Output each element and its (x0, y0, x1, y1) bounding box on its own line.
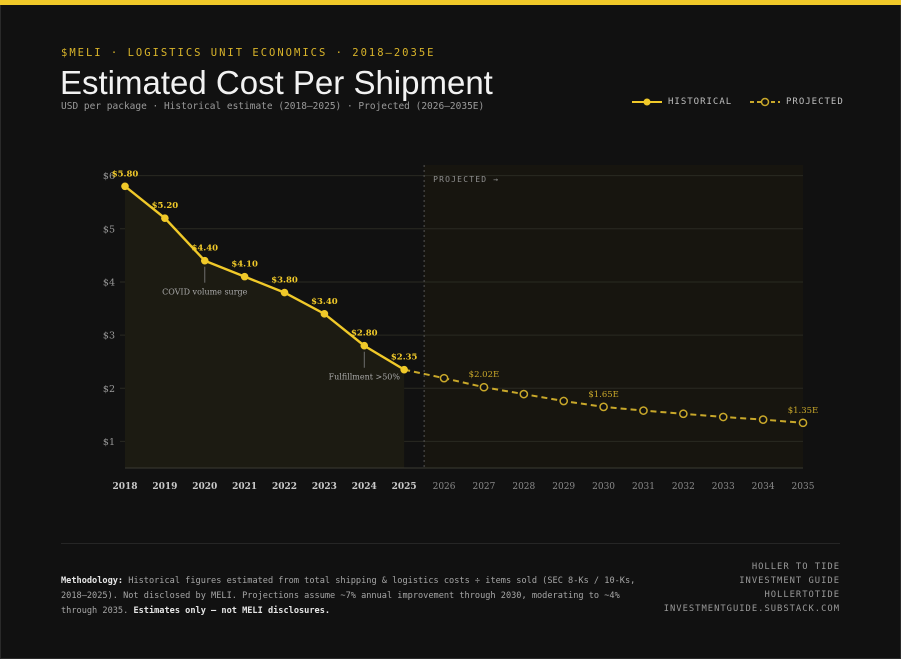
x-tick-label: 2027 (472, 482, 495, 492)
projected-point (559, 396, 569, 406)
projected-data-label: $2.02E (469, 370, 500, 380)
page-title: Estimated Cost Per Shipment (60, 64, 493, 101)
historical-data-label: $3.80 (271, 276, 298, 286)
brand-line: HOLLERTOTIDE (764, 590, 840, 600)
x-tick-label: 2019 (152, 482, 177, 492)
projected-region (424, 165, 803, 468)
projected-point (479, 382, 489, 392)
projected-point (679, 409, 688, 419)
x-tick-label: 2024 (352, 482, 377, 492)
projected-point (639, 406, 648, 415)
x-tick-label: 2028 (512, 482, 535, 492)
projected-data-label: $1.65E (588, 390, 619, 400)
historical-point (200, 256, 209, 265)
brand-block: HOLLER TO TIDE INVESTMENT GUIDE HOLLERTO… (664, 560, 840, 616)
y-tick-label: $5 (103, 224, 115, 235)
y-tick-label: $2 (103, 384, 115, 395)
page-subtitle: USD per package · Historical estimate (2… (61, 101, 485, 112)
legend-item-historical: HISTORICAL (632, 97, 732, 107)
x-tick-label: 2023 (312, 482, 337, 492)
legend-solid-line-icon (632, 98, 662, 106)
methodology-text: Historical figures estimated from total … (61, 576, 636, 616)
historical-data-label: $5.20 (152, 201, 179, 211)
footer-divider (61, 543, 840, 544)
legend-label-historical: HISTORICAL (668, 97, 733, 107)
brand-line: INVESTMENT GUIDE (739, 576, 840, 586)
x-tick-label: 2018 (112, 482, 137, 492)
brand-line: HOLLER TO TIDE (751, 562, 840, 572)
projected-data-label: $1.35E (788, 406, 819, 416)
projected-point (439, 373, 449, 383)
x-tick-label: 2033 (712, 482, 735, 492)
historical-data-label: $5.80 (112, 169, 139, 179)
projected-point (798, 418, 808, 428)
x-tick-label: 2026 (433, 482, 456, 492)
accent-bar (0, 0, 901, 5)
projected-point (758, 415, 768, 424)
y-tick-label: $4 (103, 277, 115, 288)
x-tick-label: 2034 (752, 482, 775, 492)
eyebrow: $MELI · LOGISTICS UNIT ECONOMICS · 2018–… (61, 47, 436, 59)
line-chart: $1 $2 $3 $4 $5 $6 PROJECTED → 2018 2019 2020 2021 2… (103, 165, 819, 492)
projected-point (599, 402, 608, 412)
methodology-disclaimer: Estimates only — not MELI disclosures. (133, 606, 331, 616)
x-tick-label: 2030 (592, 482, 615, 492)
historical-point (280, 288, 289, 297)
historical-area (125, 186, 405, 468)
historical-point (360, 341, 369, 350)
historical-data-label: $4.10 (231, 260, 258, 270)
historical-data-label: $2.35 (391, 353, 418, 363)
historical-data-label: $3.40 (311, 297, 338, 307)
x-tick-label: 2021 (232, 482, 257, 492)
projected-point (718, 412, 728, 422)
historical-point (240, 272, 249, 281)
y-tick-label: $1 (103, 437, 115, 448)
projected-region-label: PROJECTED → (433, 175, 499, 184)
annotation-text: Fulfillment >50% (329, 373, 401, 382)
x-tick-label: 2029 (552, 482, 575, 492)
x-tick-label: 2032 (672, 482, 695, 492)
legend-dashed-line-icon (750, 97, 780, 107)
historical-data-label: $2.80 (351, 329, 378, 339)
projected-point (519, 389, 529, 399)
historical-data-label: $4.40 (191, 244, 218, 254)
x-tick-label: 2035 (792, 482, 815, 492)
methodology-note: Methodology: Historical figures estimate… (61, 574, 656, 619)
y-tick-label: $6 (103, 171, 115, 182)
brand-url: INVESTMENTGUIDE.SUBSTACK.COM (663, 604, 840, 614)
methodology-label: Methodology: (61, 576, 124, 586)
legend-label-projected: PROJECTED (786, 97, 844, 107)
x-tick-label: 2022 (272, 482, 297, 492)
historical-point (161, 214, 169, 222)
x-tick-label: 2020 (192, 482, 217, 492)
y-tick-label: $3 (103, 331, 115, 342)
historical-point (121, 182, 129, 191)
x-tick-label: 2031 (632, 482, 655, 492)
historical-point (320, 310, 329, 318)
annotation-text: COVID volume surge (162, 288, 248, 297)
x-tick-label: 2025 (392, 482, 417, 492)
historical-point (400, 365, 408, 374)
legend-item-projected: PROJECTED (750, 97, 844, 107)
historical-series-line (124, 185, 405, 371)
